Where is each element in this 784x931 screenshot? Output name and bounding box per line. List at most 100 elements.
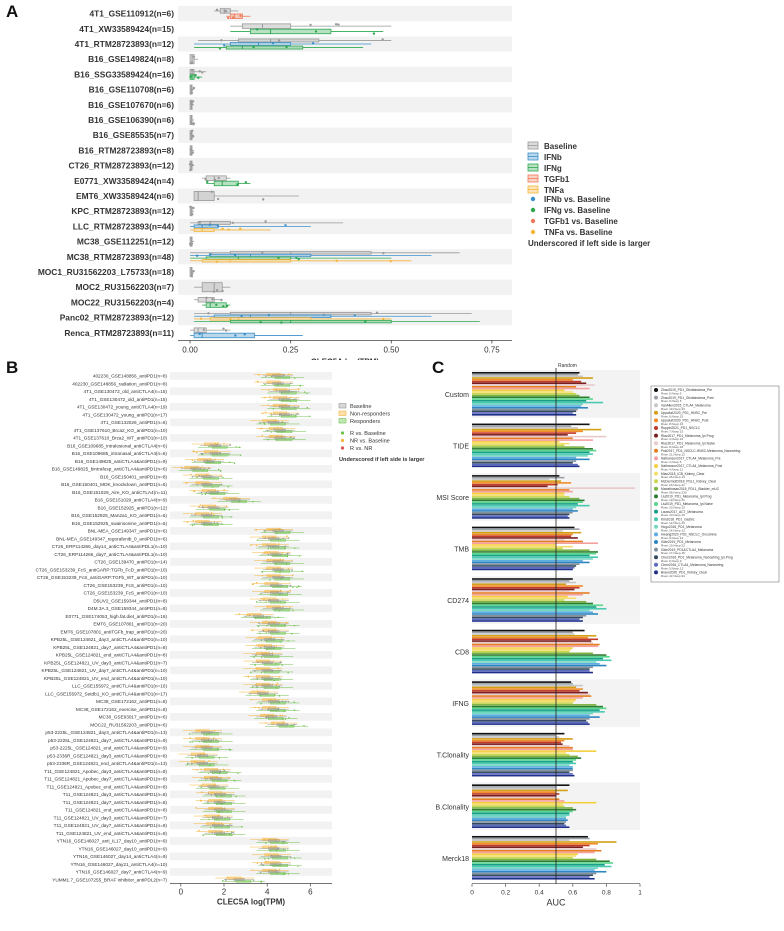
- legend-series-name: Nathanson2017_CTLA4_Melanoma_Pre: [661, 457, 721, 461]
- row-label: B16_GSE152925_antiPD1(n=12): [98, 505, 168, 510]
- legend-series-name: Braun2020_PD1_Kidney_Clear: [661, 571, 708, 575]
- legend-series-name: VanAllen2015_CTLA4_Melanoma: [661, 403, 711, 407]
- data-point: [207, 514, 209, 516]
- data-point: [255, 601, 258, 603]
- box: [264, 861, 279, 864]
- data-point: [282, 639, 284, 641]
- legend-marker: [340, 438, 345, 443]
- row-label: KPB25L_GSE124821_day3_antiCTLA4&antiPD1(…: [51, 637, 168, 642]
- data-point: [295, 398, 297, 400]
- legend-marker: [654, 471, 658, 476]
- data-point: [269, 579, 271, 581]
- data-point: [275, 388, 277, 391]
- box: [198, 755, 215, 759]
- row-label: CT26_GSE139470_antiPD1(n=14): [94, 560, 167, 565]
- bar: [472, 732, 565, 735]
- data-point: [257, 661, 259, 663]
- data-point: [278, 685, 280, 688]
- data-point: [264, 858, 266, 860]
- data-point: [200, 785, 202, 787]
- data-point: [191, 459, 194, 462]
- data-point: [262, 412, 264, 415]
- box: [261, 684, 273, 688]
- data-point: [211, 486, 214, 488]
- row-label: B16_GSE150401_MDK_knockdown_antiPD1(n=6): [61, 482, 167, 487]
- data-point: [221, 517, 224, 519]
- data-point: [270, 412, 273, 415]
- data-point: [256, 644, 258, 646]
- legend-marker: [654, 456, 658, 461]
- bar: [472, 405, 582, 407]
- data-point: [252, 501, 254, 503]
- box: [255, 675, 270, 678]
- data-point: [227, 816, 229, 818]
- data-point: [274, 616, 276, 619]
- data-point: [217, 811, 219, 813]
- data-point: [278, 868, 281, 871]
- row-label: MC38_GSE172162_exercise_antiPD1(n=8): [76, 707, 168, 712]
- data-point: [189, 168, 192, 172]
- row-band: [178, 188, 512, 204]
- bar: [472, 693, 590, 696]
- bar: [472, 504, 590, 507]
- data-point: [202, 469, 204, 471]
- box: [213, 180, 239, 187]
- data-point: [195, 807, 197, 809]
- data-point: [279, 382, 282, 385]
- data-point: [278, 695, 281, 697]
- data-point: [280, 637, 283, 639]
- data-point: [235, 795, 237, 798]
- data-point: [199, 317, 203, 320]
- bar: [472, 460, 577, 462]
- box: [270, 855, 282, 858]
- bar: [472, 865, 612, 868]
- box: [211, 453, 228, 457]
- row-label: YTN16_GSE146027_anti_IL17_day10_antiPD1(…: [57, 839, 168, 844]
- box: [214, 793, 226, 796]
- data-point: [191, 213, 194, 216]
- data-point: [214, 793, 217, 796]
- data-point: [375, 311, 379, 314]
- bar: [472, 606, 597, 608]
- data-point: [279, 622, 281, 624]
- box: [251, 690, 266, 694]
- data-point: [276, 569, 279, 571]
- data-point: [265, 722, 267, 724]
- box: [276, 438, 293, 441]
- bar: [472, 592, 590, 594]
- data-point: [216, 522, 219, 524]
- box: [274, 376, 291, 379]
- data-point: [286, 849, 289, 851]
- data-point: [281, 592, 284, 595]
- box: [201, 259, 292, 263]
- data-point: [269, 396, 271, 398]
- bar: [472, 434, 568, 436]
- data-point: [274, 421, 277, 423]
- data-point: [226, 16, 230, 20]
- bar: [472, 489, 570, 491]
- data-point: [296, 412, 298, 415]
- box: [274, 383, 291, 387]
- data-point: [267, 404, 269, 406]
- bar: [472, 616, 583, 619]
- data-point: [215, 289, 219, 292]
- box: [270, 701, 286, 705]
- data-point: [277, 39, 281, 42]
- bar: [472, 767, 573, 770]
- legend-label: Responders: [350, 419, 380, 425]
- data-point: [209, 460, 211, 463]
- bar: [472, 686, 577, 689]
- data-point: [264, 411, 267, 413]
- data-point: [260, 647, 262, 649]
- box: [201, 483, 213, 486]
- box: [272, 856, 288, 860]
- row-label: B16_GSE149824(n=8): [88, 54, 174, 64]
- bar: [472, 702, 573, 704]
- data-point: [283, 873, 285, 876]
- data-point: [198, 474, 201, 477]
- data-point: [277, 383, 279, 385]
- data-point: [271, 41, 275, 45]
- row-label: 4T1_RTM28723893(n=12): [75, 39, 175, 49]
- legend-series-name: Lauss2017_ACT_Melanoma: [661, 510, 703, 514]
- row-label: B16_GSE152925_swainsonine_antiPD1(n=6): [72, 521, 168, 526]
